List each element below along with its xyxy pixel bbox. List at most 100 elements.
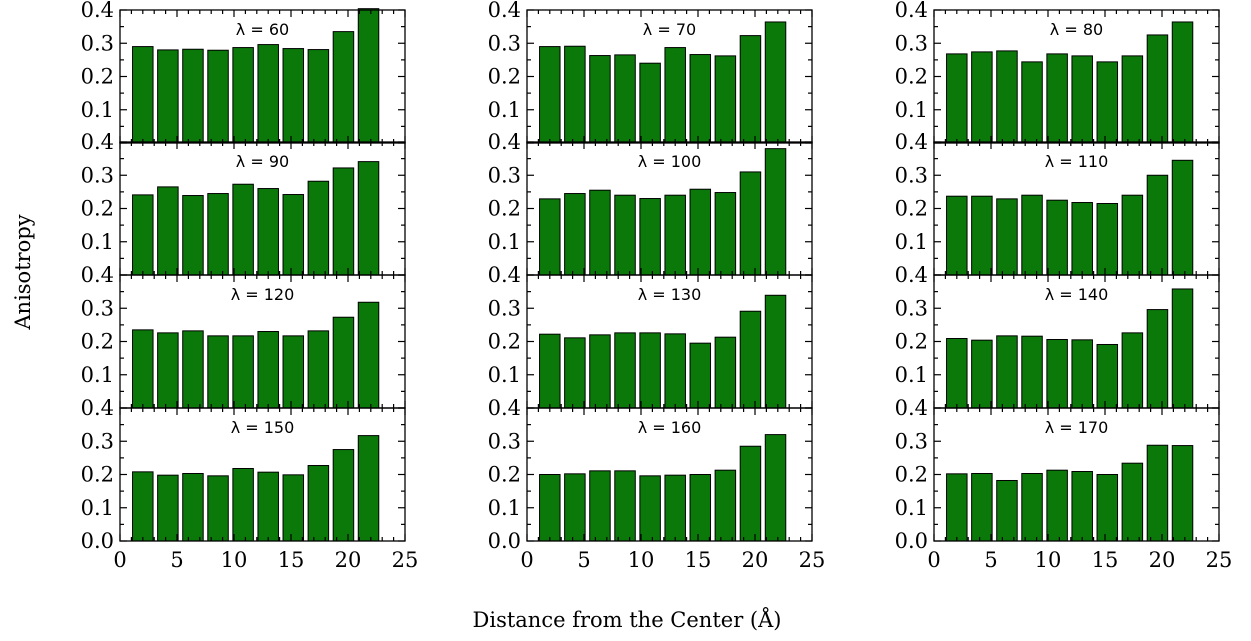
y-tick-label: 0.1: [895, 363, 928, 387]
bar: [764, 434, 787, 542]
bar: [182, 195, 204, 276]
bar: [996, 50, 1018, 144]
y-tick-label: 0.0: [895, 529, 928, 553]
panel-label: λ = 80: [1050, 20, 1103, 39]
y-tick-label: 0.1: [895, 496, 928, 520]
bar: [307, 330, 330, 409]
x-tick-label: 10: [628, 548, 655, 572]
y-tick-label: 0.3: [895, 296, 928, 320]
bar: [307, 180, 330, 276]
y-tick-label: 0.2: [81, 65, 114, 89]
y-tick-label: 0.3: [488, 31, 521, 55]
bar: [357, 435, 380, 542]
bar: [282, 194, 305, 276]
bar: [1146, 444, 1169, 542]
panel-6: 0.1 0.2 0.3 0.4 λ = 110: [895, 130, 1220, 276]
bar: [614, 332, 636, 409]
y-tick-label: 0.4: [895, 130, 928, 154]
bar: [257, 331, 279, 409]
bar: [1121, 55, 1144, 144]
bar: [157, 332, 179, 409]
bar: [157, 474, 179, 542]
bar: [1171, 21, 1194, 144]
bar: [971, 51, 993, 144]
y-tick-label: 0.2: [81, 463, 114, 487]
bar: [739, 445, 762, 542]
y-tick-label: 0.2: [488, 463, 521, 487]
bar: [307, 465, 330, 542]
bar: [1096, 343, 1119, 409]
bar: [539, 474, 561, 542]
bar: [1096, 61, 1119, 144]
bar: [946, 473, 968, 542]
bar: [564, 473, 586, 542]
bar: [764, 148, 787, 276]
x-tick-label: 15: [685, 548, 712, 572]
panel-label: λ = 70: [643, 20, 696, 39]
y-tick-label: 0.3: [488, 163, 521, 187]
bar: [257, 471, 279, 542]
bar: [946, 338, 968, 409]
y-tick-label: 0.3: [895, 429, 928, 453]
y-tick-label: 0.1: [81, 363, 114, 387]
y-tick-label: 0.1: [488, 98, 521, 122]
y-tick-label: 0.4: [81, 396, 114, 420]
x-tick-label: 0: [520, 548, 533, 572]
y-tick-label: 0.4: [488, 263, 521, 287]
y-tick-label: 0.4: [81, 130, 114, 154]
bar: [539, 198, 561, 276]
bar: [207, 335, 229, 409]
bar: [764, 294, 787, 409]
y-axis-title: Anisotropy: [11, 214, 35, 330]
bar: [332, 449, 355, 542]
bar: [132, 46, 154, 144]
bar: [357, 301, 380, 409]
bar: [996, 198, 1018, 276]
panel-label: λ = 90: [236, 152, 289, 171]
bar: [1046, 199, 1068, 276]
bar: [1071, 339, 1093, 409]
bar: [764, 21, 787, 144]
panel-label: λ = 60: [236, 20, 289, 39]
bar: [1146, 34, 1169, 144]
y-tick-label: 0.1: [895, 230, 928, 254]
panel-1: 0.1 0.2 0.3 0.4 λ = 60: [81, 0, 406, 144]
bar: [257, 188, 279, 276]
bar: [157, 49, 179, 144]
bar: [282, 474, 305, 542]
y-tick-label: 0.2: [895, 463, 928, 487]
bar: [664, 474, 686, 542]
y-tick-label: 0.4: [488, 396, 521, 420]
y-tick-label: 0.1: [488, 496, 521, 520]
bar: [1171, 288, 1194, 409]
x-tick-label: 15: [278, 548, 305, 572]
bar: [614, 54, 636, 144]
bar: [357, 8, 380, 144]
bar: [996, 479, 1018, 542]
y-tick-label: 0.1: [81, 230, 114, 254]
bar: [739, 310, 762, 409]
bar: [689, 188, 712, 276]
bar: [639, 198, 661, 276]
panel-11: 0.0 0.1 0.2 0.3 0.4 0 5 10 15 20 25 λ = 160: [488, 396, 826, 572]
y-tick-label: 0.4: [81, 0, 114, 22]
panel-3: 0.1 0.2 0.3 0.4 λ = 80: [895, 0, 1220, 144]
bar: [539, 46, 561, 144]
bar: [1146, 309, 1169, 409]
bar: [1121, 332, 1144, 409]
bar: [332, 167, 355, 276]
x-tick-label: 5: [170, 548, 183, 572]
panel-9: 0.1 0.2 0.3 0.4 λ = 140: [895, 263, 1220, 409]
bar: [689, 342, 712, 409]
x-tick-label: 25: [799, 548, 826, 572]
x-tick-label: 20: [1149, 548, 1176, 572]
bar: [132, 329, 154, 409]
x-tick-label: 20: [335, 548, 362, 572]
bar: [1071, 471, 1093, 542]
bar: [232, 335, 254, 409]
bar: [589, 334, 611, 409]
bar: [282, 335, 305, 409]
y-tick-label: 0.1: [488, 363, 521, 387]
bar: [971, 473, 993, 542]
